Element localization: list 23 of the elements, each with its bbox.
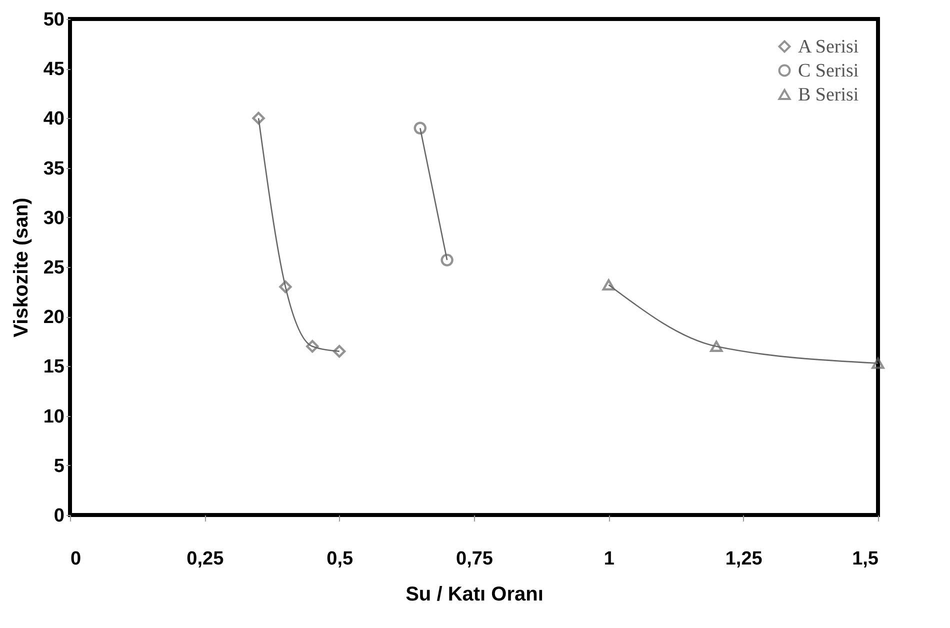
x-tick-label: 0,5 — [326, 548, 354, 570]
y-tick-label: 50 — [43, 10, 64, 30]
y-tick-label: 35 — [43, 158, 65, 180]
x-tick-label: 0,25 — [186, 548, 224, 570]
x-tick-label: 1,5 — [852, 548, 879, 570]
y-tick-label: 0 — [54, 506, 64, 526]
x-tick-label: 0,75 — [456, 548, 494, 570]
x-axis-title: Su / Katı Oranı — [406, 584, 544, 606]
y-tick-label: 25 — [43, 258, 65, 278]
y-tick-label: 15 — [43, 356, 65, 378]
y-tick-label: 30 — [43, 208, 64, 229]
x-tick-label: 0 — [70, 548, 82, 570]
y-tick-label: 5 — [54, 456, 65, 477]
x-tick-label: 1,25 — [725, 548, 763, 570]
y-tick-label: 40 — [43, 108, 64, 130]
legend-label: A Serisi — [798, 36, 859, 58]
y-axis-title: Viskozite (san) — [10, 198, 32, 338]
y-tick-label: 20 — [43, 307, 64, 328]
x-tick-label: 1 — [604, 548, 615, 570]
y-tick-label: 45 — [43, 59, 65, 80]
y-tick-label: 10 — [43, 406, 64, 428]
legend-label: B Serisi — [798, 84, 859, 106]
legend-label: C Serisi — [798, 60, 859, 82]
